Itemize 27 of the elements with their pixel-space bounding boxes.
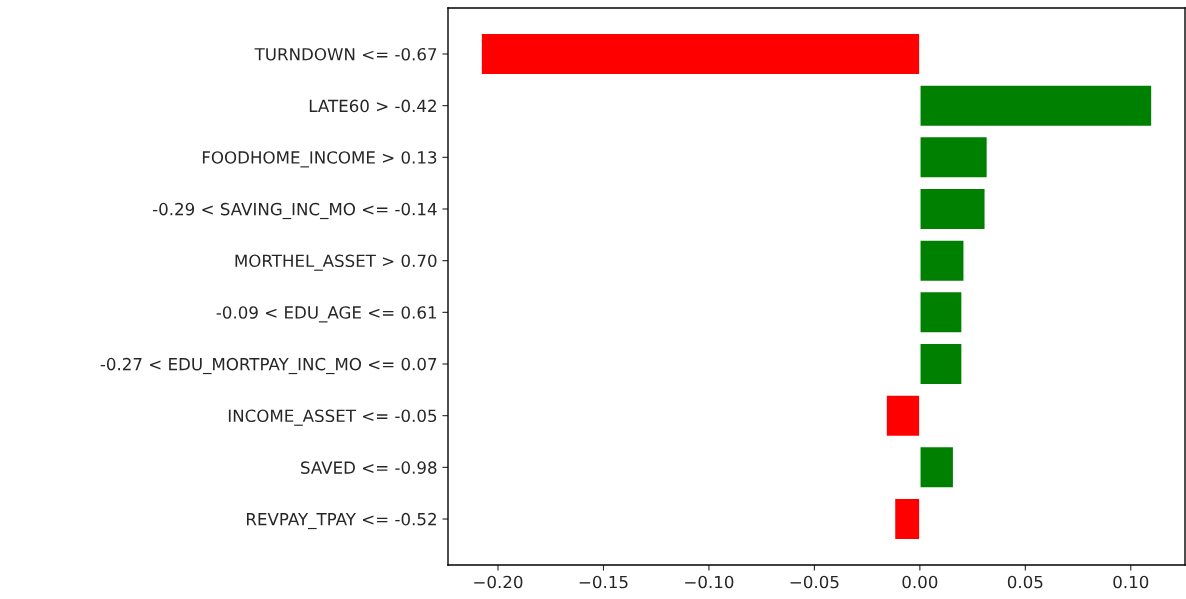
y-tick-label: -0.27 < EDU_MORTPAY_INC_MO <= 0.07	[100, 357, 437, 375]
bar	[480, 32, 921, 76]
y-tick-label: -0.09 < EDU_AGE <= 0.61	[216, 306, 437, 323]
bar	[919, 84, 1153, 128]
bar	[919, 445, 955, 489]
y-tick-label: REVPAY_TPAY <= -0.52	[246, 512, 436, 530]
y-tick-label: -0.29 < SAVING_INC_MO <= -0.14	[152, 202, 437, 220]
bar	[919, 290, 963, 334]
y-tick-label: LATE60 > -0.42	[309, 99, 436, 113]
x-tick-label: −0.20	[474, 575, 523, 589]
y-tick-label: FOODHOME_INCOME > 0.13	[202, 151, 437, 168]
bar	[919, 135, 989, 179]
x-tick-label: 0.05	[1007, 575, 1043, 589]
x-tick-label: −0.15	[579, 575, 628, 589]
x-tick-label: 0.10	[1113, 575, 1149, 589]
x-tick-label: −0.10	[685, 575, 734, 589]
bar	[919, 239, 965, 283]
x-tick-label: −0.05	[790, 575, 839, 589]
y-tick-label: INCOME_ASSET <= -0.05	[228, 409, 437, 426]
x-tick-label: 0.00	[902, 575, 938, 589]
y-tick-label: MORTHEL_ASSET > 0.70	[235, 254, 437, 271]
bar	[919, 342, 963, 386]
y-tick-label: TURNDOWN <= -0.67	[254, 47, 437, 61]
bar	[893, 497, 921, 541]
bar	[885, 394, 921, 438]
bar	[919, 187, 986, 231]
y-tick-label: SAVED <= -0.98	[301, 461, 437, 474]
